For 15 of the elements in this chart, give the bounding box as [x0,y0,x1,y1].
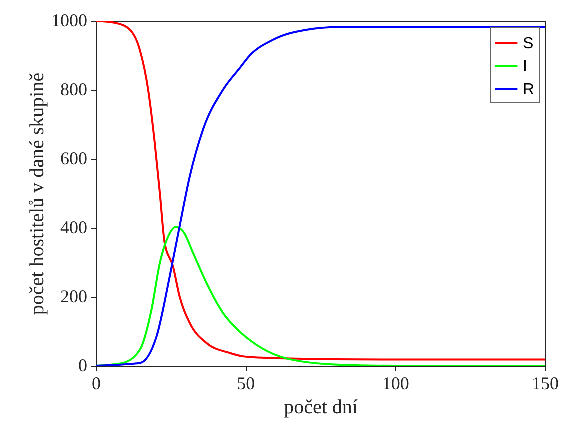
y-tick-label: 1000 [52,10,88,30]
x-tick-label: 0 [92,374,101,394]
x-axis-title: počet dní [284,396,358,418]
legend-label: R [523,82,535,98]
y-tick-label: 200 [60,286,88,306]
y-tick-label: 0 [78,356,88,376]
x-tick-label: 100 [382,374,410,394]
x-tick-label: 150 [532,374,559,394]
y-axis-title: počet hostitelů v dané skupině [26,72,48,316]
y-tick-label: 800 [60,80,88,100]
x-tick-label: 50 [237,374,256,394]
legend-label: S [523,36,534,52]
y-tick-label: 600 [60,148,88,168]
legend-label: I [523,58,528,76]
y-tick-label: 400 [60,218,88,238]
